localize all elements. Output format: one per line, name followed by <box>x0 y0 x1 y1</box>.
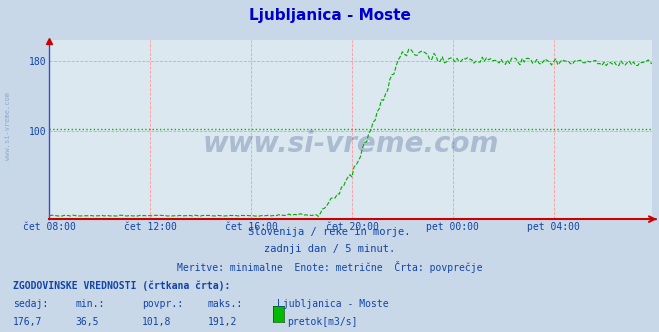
Text: 101,8: 101,8 <box>142 317 171 327</box>
Text: povpr.:: povpr.: <box>142 299 183 309</box>
Text: www.si-vreme.com: www.si-vreme.com <box>5 92 11 160</box>
Text: 36,5: 36,5 <box>76 317 100 327</box>
Text: pretok[m3/s]: pretok[m3/s] <box>287 317 357 327</box>
Text: Ljubljanica - Moste: Ljubljanica - Moste <box>248 8 411 23</box>
Text: maks.:: maks.: <box>208 299 243 309</box>
Text: 191,2: 191,2 <box>208 317 237 327</box>
Text: min.:: min.: <box>76 299 105 309</box>
Text: 176,7: 176,7 <box>13 317 43 327</box>
Text: zadnji dan / 5 minut.: zadnji dan / 5 minut. <box>264 244 395 254</box>
Text: www.si-vreme.com: www.si-vreme.com <box>203 130 499 158</box>
Text: Meritve: minimalne  Enote: metrične  Črta: povprečje: Meritve: minimalne Enote: metrične Črta:… <box>177 261 482 273</box>
Text: Ljubljanica - Moste: Ljubljanica - Moste <box>277 299 388 309</box>
Text: Slovenija / reke in morje.: Slovenija / reke in morje. <box>248 227 411 237</box>
Text: ZGODOVINSKE VREDNOSTI (črtkana črta):: ZGODOVINSKE VREDNOSTI (črtkana črta): <box>13 281 231 291</box>
Text: sedaj:: sedaj: <box>13 299 48 309</box>
